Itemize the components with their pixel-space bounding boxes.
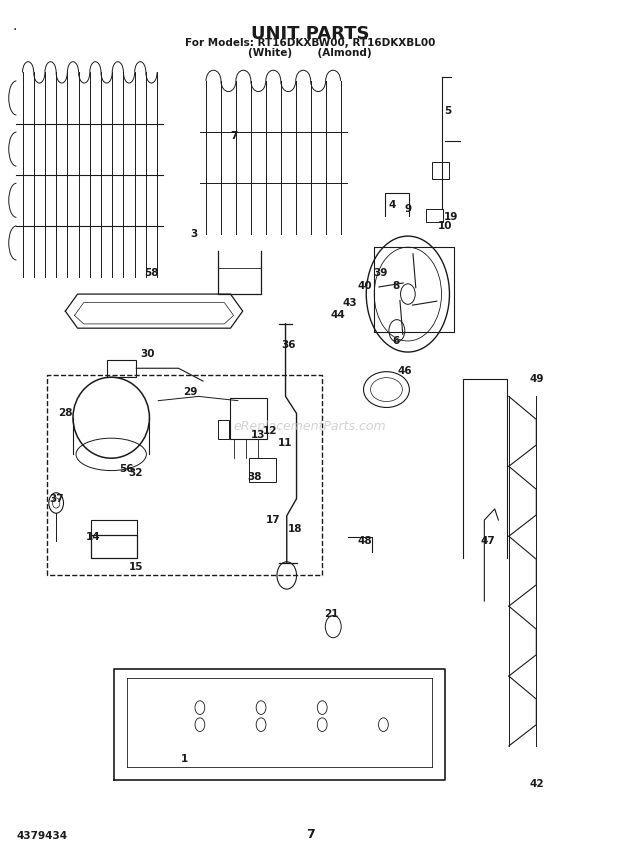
Text: 39: 39 bbox=[373, 268, 388, 278]
Bar bbox=[107, 360, 136, 377]
Text: 42: 42 bbox=[529, 779, 544, 790]
Text: 19: 19 bbox=[443, 213, 458, 222]
Text: 15: 15 bbox=[128, 562, 143, 572]
Text: 28: 28 bbox=[58, 408, 73, 418]
Text: 56: 56 bbox=[119, 464, 134, 474]
Text: 9: 9 bbox=[404, 204, 412, 214]
Text: 8: 8 bbox=[392, 281, 399, 290]
Bar bbox=[432, 162, 450, 179]
Text: 21: 21 bbox=[324, 609, 339, 619]
Text: 3: 3 bbox=[190, 229, 197, 239]
Text: 37: 37 bbox=[49, 493, 63, 504]
Text: 11: 11 bbox=[278, 438, 293, 449]
Bar bbox=[91, 535, 137, 559]
Text: 6: 6 bbox=[392, 336, 399, 346]
Text: eReplacementParts.com: eReplacementParts.com bbox=[234, 419, 386, 433]
Text: 5: 5 bbox=[444, 106, 451, 115]
Text: UNIT PARTS: UNIT PARTS bbox=[250, 26, 370, 44]
Text: 4: 4 bbox=[389, 200, 396, 209]
Text: 43: 43 bbox=[342, 298, 357, 307]
Text: 38: 38 bbox=[248, 473, 262, 482]
Text: 44: 44 bbox=[330, 310, 345, 320]
Bar bbox=[249, 458, 277, 481]
Bar bbox=[218, 420, 229, 439]
Text: 47: 47 bbox=[480, 536, 495, 547]
Text: (White)       (Almond): (White) (Almond) bbox=[248, 47, 372, 58]
Text: 46: 46 bbox=[397, 366, 412, 375]
Text: 13: 13 bbox=[250, 430, 265, 440]
Text: 12: 12 bbox=[263, 425, 278, 436]
Text: 14: 14 bbox=[86, 532, 100, 542]
Bar bbox=[426, 209, 443, 221]
Text: ·: · bbox=[13, 23, 17, 37]
Text: 7: 7 bbox=[230, 132, 237, 141]
Text: 7: 7 bbox=[306, 828, 314, 841]
Text: 29: 29 bbox=[184, 387, 198, 397]
Text: 1: 1 bbox=[181, 753, 188, 764]
Text: 58: 58 bbox=[144, 268, 158, 278]
Text: 36: 36 bbox=[281, 340, 296, 350]
Text: 17: 17 bbox=[266, 515, 281, 525]
Text: 4379434: 4379434 bbox=[16, 832, 68, 841]
Text: For Models: RT16DKXBW00, RT16DKXBL00: For Models: RT16DKXBW00, RT16DKXBL00 bbox=[185, 38, 435, 48]
Bar bbox=[231, 398, 267, 439]
Text: 40: 40 bbox=[358, 281, 373, 290]
Text: 30: 30 bbox=[141, 349, 155, 359]
Text: 10: 10 bbox=[437, 221, 452, 231]
Text: 18: 18 bbox=[288, 523, 302, 534]
Text: 49: 49 bbox=[529, 375, 544, 384]
Text: 32: 32 bbox=[128, 468, 143, 478]
Text: 48: 48 bbox=[358, 536, 373, 547]
